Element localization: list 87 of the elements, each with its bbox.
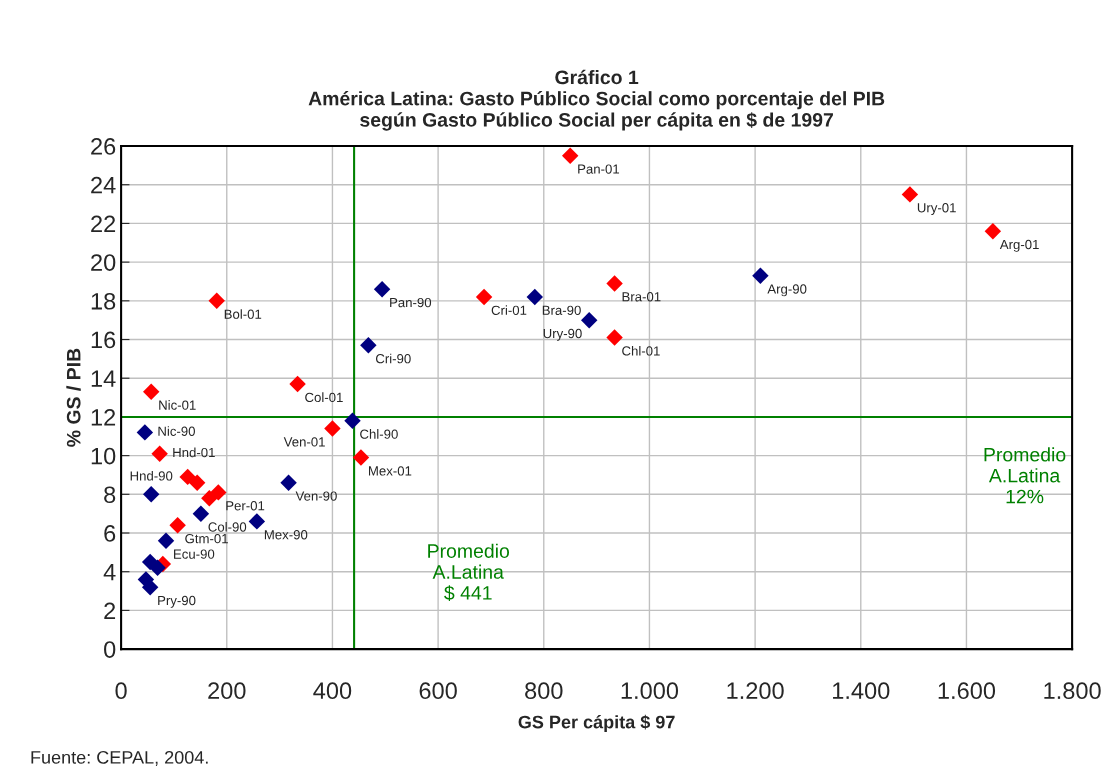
annotation: Hnd-90 <box>130 470 173 481</box>
source-note: Fuente: CEPAL, 2004. <box>31 750 208 766</box>
x-tick-label: 1.400 <box>833 682 890 700</box>
y-tick-label: 14 <box>91 370 116 387</box>
point <box>188 474 206 491</box>
y-tick-label: 4 <box>103 564 116 581</box>
annotation: Nic-01 <box>159 400 196 410</box>
annotation: Ecu-90 <box>174 549 215 559</box>
point <box>526 288 544 306</box>
point <box>143 383 160 400</box>
point <box>606 275 623 292</box>
x-tick-label: 400 <box>313 682 352 700</box>
annotation: Cri-01 <box>491 305 527 315</box>
y-tick-label: 8 <box>104 486 116 504</box>
x-tick-label: 0 <box>115 682 127 700</box>
annotation: Ven-90 <box>295 491 337 501</box>
point <box>344 412 361 429</box>
x-tick-label: 1.000 <box>621 682 679 700</box>
annotation: Pan-01 <box>578 164 620 174</box>
y-tick-label: 16 <box>91 331 116 349</box>
annotation: Arg-90 <box>767 284 807 297</box>
point <box>373 281 391 298</box>
point <box>151 445 168 462</box>
annotation: Arg-01 <box>999 239 1039 252</box>
y-tick-label: 2 <box>104 602 116 619</box>
annotation: Mex-01 <box>368 466 412 476</box>
chart-title: Gráfico 1 América Latina: Gasto Público Social como porcentaje del PIB según Gasto Público Social per cápita en $ de 1997 <box>308 69 885 131</box>
point <box>289 375 306 393</box>
point <box>352 449 370 466</box>
annotation: Mex-90 <box>264 530 308 540</box>
annotation: Bra-90 <box>542 305 581 315</box>
point <box>192 505 210 522</box>
ref-line-label: Promedio A.Latina 12% <box>984 447 1066 504</box>
annotation: Chl-90 <box>360 429 398 439</box>
point <box>360 337 377 354</box>
point <box>136 424 154 441</box>
point <box>201 489 218 507</box>
x-tick-label: 1.600 <box>938 682 996 700</box>
x-tick-label: 1.800 <box>1044 682 1101 700</box>
annotation: Col-01 <box>305 392 343 403</box>
annotation: Ury-90 <box>543 328 582 341</box>
y-tick-label: 26 <box>91 138 116 155</box>
x-tick-label: 800 <box>525 682 563 700</box>
x-tick-label: 200 <box>208 682 246 700</box>
x-axis-title: GS Per cápita $ 97 <box>518 714 675 733</box>
point <box>580 311 598 329</box>
point <box>280 474 297 491</box>
y-tick-label: 0 <box>104 641 116 658</box>
annotation: Col-90 <box>208 522 247 532</box>
annotation: Nic-90 <box>158 426 195 436</box>
y-tick-label: 10 <box>91 447 116 465</box>
ref-line-label: Promedio A.Latina $ 441 <box>428 543 510 601</box>
annotation: Ven-01 <box>283 437 325 447</box>
y-tick-label: 12 <box>91 408 116 426</box>
point <box>169 517 186 534</box>
y-tick-label: 6 <box>104 525 116 542</box>
annotation: Hnd-01 <box>173 447 215 458</box>
point <box>984 222 1002 240</box>
point <box>752 267 769 284</box>
point <box>606 329 623 346</box>
annotation: Ury-01 <box>917 203 956 216</box>
point <box>179 468 196 486</box>
point <box>143 486 160 503</box>
y-tick-label: 18 <box>91 292 116 310</box>
point <box>561 147 579 164</box>
annotation: Bol-01 <box>224 309 262 319</box>
annotation: Per-01 <box>226 501 265 511</box>
x-tick-label: 1.200 <box>727 682 784 700</box>
annotation: Bra-01 <box>622 292 661 302</box>
point <box>324 420 341 437</box>
point <box>157 532 175 549</box>
y-tick-label: 24 <box>91 176 116 194</box>
annotation: Pry-90 <box>158 595 196 608</box>
y-axis-title: % GS / PIB <box>66 348 81 447</box>
y-tick-label: 22 <box>91 215 116 232</box>
point <box>210 484 227 501</box>
point <box>208 292 225 310</box>
annotation: Gtm-01 <box>185 533 228 544</box>
y-tick-label: 20 <box>91 254 116 271</box>
annotation: Chl-01 <box>622 345 660 356</box>
annotation: Pan-90 <box>390 297 432 308</box>
annotation: Cri-90 <box>375 353 411 364</box>
point <box>149 559 166 577</box>
point <box>248 513 266 530</box>
x-tick-label: 600 <box>419 682 457 700</box>
point <box>475 288 493 306</box>
point <box>901 186 919 203</box>
